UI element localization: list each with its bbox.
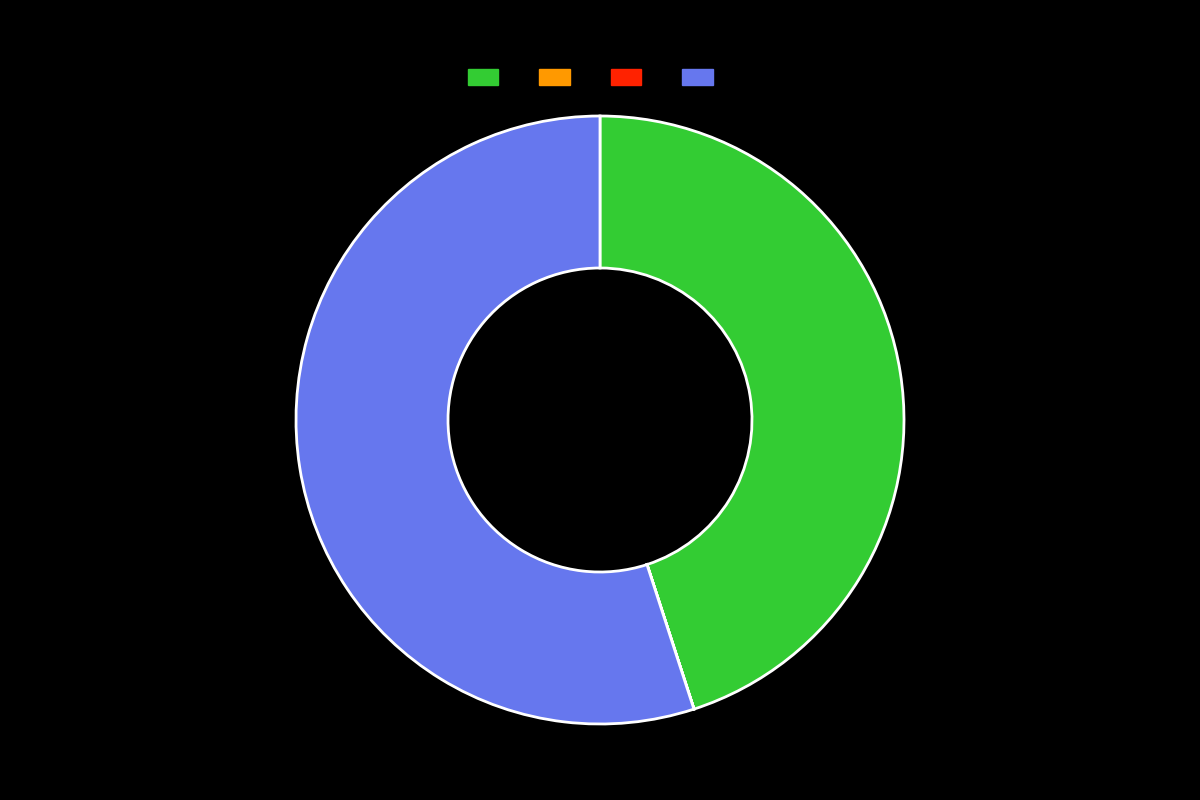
Wedge shape xyxy=(600,116,904,709)
Wedge shape xyxy=(296,116,694,724)
Wedge shape xyxy=(647,565,694,709)
Legend: A, B, C, D: A, B, C, D xyxy=(462,63,738,91)
Wedge shape xyxy=(647,565,694,709)
